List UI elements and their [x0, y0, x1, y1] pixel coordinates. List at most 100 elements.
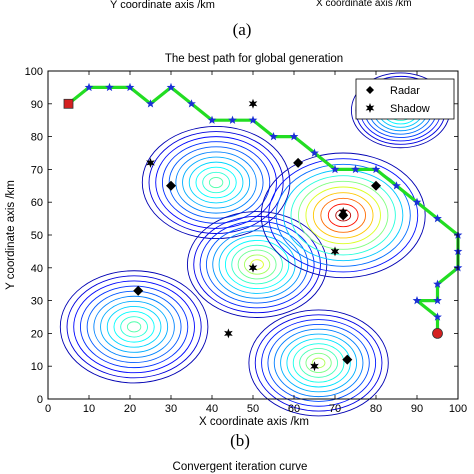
contour-ring: [286, 338, 351, 388]
contour-ring: [155, 136, 277, 229]
contour-ring: [218, 235, 296, 294]
contour-ring: [320, 197, 367, 233]
contour-ring: [175, 151, 257, 214]
shadow-marker: [338, 207, 348, 218]
contour-ring: [305, 352, 332, 374]
contour-ring: [79, 285, 189, 369]
contour-ring: [311, 357, 326, 369]
path-waypoint-marker: [433, 312, 442, 321]
contour-ring: [298, 180, 389, 250]
contour-ring: [161, 141, 271, 224]
shadow-marker: [146, 157, 155, 168]
x-tick-label: 0: [45, 403, 51, 415]
path-waypoint-marker: [105, 82, 114, 92]
y-tick-label: 60: [31, 197, 43, 209]
path-waypoint-marker: [187, 99, 196, 108]
radar-marker: [371, 180, 381, 191]
path-waypoint-marker: [310, 148, 319, 157]
contour-ring: [292, 343, 345, 383]
contour-ring: [120, 316, 148, 338]
contour-ring: [231, 244, 283, 285]
contour-ring: [141, 125, 291, 240]
x-tick-label: 70: [329, 403, 341, 415]
contour-ring: [195, 166, 237, 199]
contour-ring: [248, 309, 389, 417]
contour-ring: [243, 254, 271, 275]
contour-ring: [113, 311, 155, 343]
contour-ring: [273, 328, 364, 398]
legend: Radar Shadow: [355, 78, 455, 120]
shadow-marker: [248, 98, 258, 109]
y-tick-label: 50: [31, 230, 43, 242]
y-tick-label: 30: [31, 296, 43, 308]
path-waypoint-marker: [125, 82, 135, 92]
y-tick-label: 80: [31, 132, 43, 144]
contour-ring: [126, 321, 142, 333]
y-axis-label: Y coordinate axis /km: [5, 180, 17, 290]
radar-marker: [133, 285, 144, 296]
contour-ring: [199, 220, 315, 309]
contour-ring: [224, 239, 290, 290]
contour-ring: [93, 295, 175, 358]
x-tick-label: 10: [83, 403, 95, 415]
path-waypoint-marker: [289, 132, 299, 141]
contour-ring: [250, 259, 264, 270]
path-waypoint-marker: [433, 296, 442, 305]
contour-ring: [290, 175, 396, 256]
y-tick-label: 70: [31, 164, 43, 176]
contour-ring: [312, 192, 374, 239]
radar-marker: [293, 157, 304, 168]
path-waypoint-marker: [433, 214, 442, 223]
path-waypoint-marker: [392, 181, 401, 190]
y-tick-label: 90: [31, 99, 43, 111]
shadow-marker: [248, 262, 258, 273]
chart-title: The best path for global generation: [165, 53, 343, 65]
next-chart-title-fragment: Convergent iteration curve: [173, 461, 308, 473]
path-waypoint-marker: [146, 99, 155, 108]
contour-ring: [182, 156, 251, 209]
contour-ring: [267, 323, 370, 402]
x-tick-label: 50: [247, 403, 259, 415]
contour-ring: [148, 131, 284, 234]
contour-ring: [280, 333, 358, 393]
x-tick-label: 90: [411, 403, 423, 415]
contour-ring: [327, 203, 359, 228]
contour-ring: [73, 280, 195, 374]
legend-radar-label: Radar: [390, 85, 420, 97]
y-tick-label: 20: [31, 328, 43, 340]
x-tick-label: 100: [449, 403, 467, 415]
contour-ring: [66, 275, 202, 379]
contour-ring: [193, 215, 321, 314]
contour-ring: [275, 163, 411, 267]
axis-ticks: 0 10 20 30 40 50 60 70 80 90 100 0 10 20 30 40 50 60 70 80 9…: [25, 66, 468, 415]
legend-shadow-label: Shadow: [390, 103, 430, 115]
y-tick-label: 40: [31, 263, 43, 275]
path-waypoint-marker: [330, 164, 340, 174]
contour-ring: [237, 249, 277, 280]
path-waypoint-marker: [412, 296, 422, 305]
shadow-marker: [310, 361, 319, 372]
contour-ring: [106, 305, 162, 348]
path-waypoint-marker: [433, 279, 442, 288]
contour-ring: [212, 230, 302, 299]
shadow-marker: [224, 328, 233, 339]
contour-ring: [299, 348, 339, 378]
contour-ring: [305, 186, 381, 245]
y-tick-label: 10: [31, 361, 43, 373]
path-waypoint-marker: [371, 164, 381, 174]
path-waypoint-marker: [166, 82, 176, 92]
contour-ring: [268, 158, 419, 273]
contour-ring: [100, 300, 169, 353]
y-tick-label: 100: [25, 66, 43, 78]
prev-ylabel-fragment: Y coordinate axis /km: [110, 0, 215, 11]
contour-ring: [208, 176, 224, 189]
path-waypoint-marker: [412, 197, 422, 206]
contour-ring: [260, 152, 426, 279]
goal-marker: [432, 327, 443, 339]
radar-marker: [342, 354, 353, 365]
path-waypoint-marker: [269, 132, 278, 141]
path-waypoint-marker: [207, 115, 217, 124]
y-tick-label: 0: [37, 394, 43, 406]
contour-ring: [188, 161, 244, 204]
